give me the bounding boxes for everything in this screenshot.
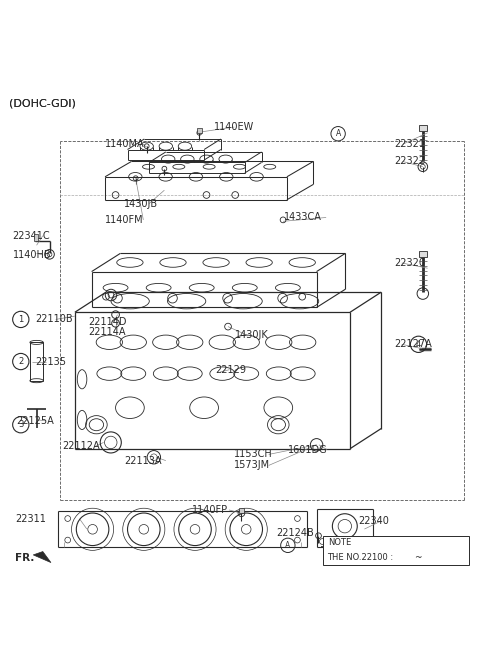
Bar — [323, 536, 469, 565]
Text: THE NO.22100 :: THE NO.22100 : — [327, 553, 396, 562]
Bar — [419, 125, 427, 131]
Text: 22124B: 22124B — [276, 528, 314, 538]
Text: 22340: 22340 — [359, 517, 390, 526]
Text: 1601DG: 1601DG — [288, 445, 327, 455]
Text: ~: ~ — [414, 553, 422, 562]
Polygon shape — [33, 551, 51, 563]
Text: 2: 2 — [18, 357, 24, 366]
Text: NOTE: NOTE — [328, 538, 351, 547]
Text: FR.: FR. — [15, 553, 35, 563]
Text: 22135: 22135 — [35, 357, 66, 367]
Text: 1140EW: 1140EW — [214, 122, 254, 132]
Text: 4: 4 — [416, 340, 421, 349]
Text: A: A — [285, 541, 290, 550]
Bar — [197, 128, 202, 133]
Text: 22341C: 22341C — [12, 231, 50, 241]
Text: 22321: 22321 — [394, 139, 425, 149]
Text: 1153CH: 1153CH — [234, 449, 273, 459]
Text: 1140HB: 1140HB — [12, 250, 51, 260]
Text: 4: 4 — [425, 555, 430, 561]
Bar — [34, 234, 37, 241]
Text: 3: 3 — [18, 420, 24, 429]
Text: 1140FM: 1140FM — [105, 215, 144, 225]
Text: 22127A: 22127A — [394, 340, 432, 349]
Text: (DOHC-GDI): (DOHC-GDI) — [9, 98, 76, 108]
Text: 1: 1 — [405, 555, 409, 561]
Text: (DOHC-GDI): (DOHC-GDI) — [9, 98, 76, 108]
Bar — [419, 251, 427, 257]
Text: 1430JK: 1430JK — [235, 330, 269, 340]
Text: 1433CA: 1433CA — [284, 213, 322, 222]
Text: 22114A: 22114A — [88, 327, 125, 337]
Text: A: A — [336, 129, 341, 138]
Text: 22125A: 22125A — [16, 416, 54, 426]
Text: 22110B: 22110B — [35, 315, 73, 324]
Text: 1: 1 — [18, 315, 24, 324]
Text: 1140MA: 1140MA — [105, 139, 144, 149]
Text: 22129: 22129 — [215, 365, 246, 374]
Text: 22114D: 22114D — [88, 316, 126, 327]
Text: 22320: 22320 — [394, 258, 425, 268]
Text: 22322: 22322 — [394, 157, 425, 166]
Text: 22113A: 22113A — [124, 455, 162, 466]
Text: 1140FP: 1140FP — [192, 505, 228, 515]
Text: 22112A: 22112A — [62, 442, 99, 451]
Text: 22311: 22311 — [15, 514, 46, 524]
Text: 1573JM: 1573JM — [234, 461, 270, 470]
Text: 1430JB: 1430JB — [124, 199, 158, 209]
Bar — [239, 507, 244, 513]
